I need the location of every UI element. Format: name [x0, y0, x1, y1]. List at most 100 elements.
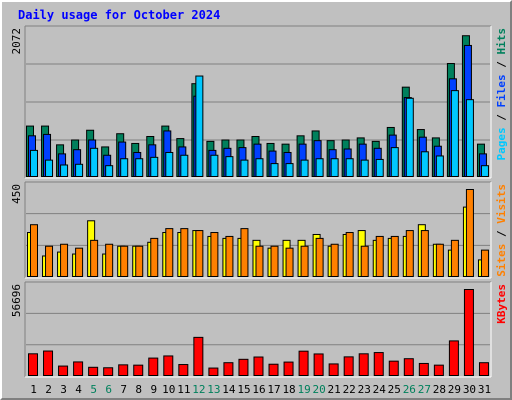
bar-pages-day-23: [360, 159, 369, 178]
legend-1-segment-5: Hits: [495, 28, 508, 55]
x-tick-label-day-11: 11: [177, 383, 190, 396]
bar-sites-day-15: [240, 228, 249, 278]
x-tick-label-day-14: 14: [222, 383, 236, 396]
legend-2-segment-1: Sites: [495, 244, 508, 277]
bar-pages-day-11: [180, 154, 189, 178]
x-tick-label-day-19: 19: [297, 383, 310, 396]
bar-sites-day-19: [300, 245, 309, 277]
y-max-label-1: 2072: [10, 28, 23, 55]
bar-sites-day-20: [315, 237, 324, 277]
bar-pages-day-12: [195, 75, 204, 177]
bar-kbytes-day-28: [433, 364, 444, 377]
x-tick-label-day-26: 26: [403, 383, 416, 396]
bars-2: [27, 189, 489, 278]
bar-kbytes-day-17: [268, 363, 279, 376]
bar-pages-day-31: [480, 165, 489, 178]
panel-3: 56696 KBytes: [10, 281, 508, 378]
x-tick-label-day-20: 20: [313, 383, 326, 396]
bar-pages-day-27: [420, 151, 429, 178]
x-tick-label-day-8: 8: [135, 383, 142, 396]
x-tick-label-day-25: 25: [388, 383, 401, 396]
y-max-label-3: 56696: [10, 284, 23, 317]
bar-pages-day-19: [300, 159, 309, 178]
bar-pages-day-22: [345, 158, 354, 177]
x-tick-label-day-17: 17: [267, 383, 280, 396]
x-tick-label-day-2: 2: [45, 383, 52, 396]
bar-kbytes-day-16: [253, 356, 264, 376]
x-tick-label-day-7: 7: [120, 383, 127, 396]
bar-kbytes-day-12: [193, 336, 204, 377]
bar-kbytes-day-13: [208, 367, 219, 376]
x-tick-label-day-28: 28: [433, 383, 446, 396]
bar-sites-day-5: [90, 239, 99, 278]
bar-pages-day-26: [405, 97, 414, 177]
legend-2-segment-2: /: [495, 224, 508, 244]
x-tick-label-day-16: 16: [252, 383, 265, 396]
bar-sites-day-29: [450, 239, 459, 278]
bar-sites-day-4: [75, 247, 84, 278]
bar-kbytes-day-8: [133, 364, 144, 377]
x-tick-label-day-23: 23: [358, 383, 371, 396]
bar-pages-day-17: [270, 163, 279, 178]
legend-1-segment-3: Files: [495, 74, 508, 107]
x-tick-label-day-1: 1: [30, 383, 37, 396]
bar-kbytes-day-14: [223, 362, 234, 377]
bar-sites-day-18: [285, 247, 294, 278]
x-tick-label-day-6: 6: [105, 383, 112, 396]
bar-kbytes-day-25: [388, 360, 399, 376]
legend-2: Sites / Visits: [495, 184, 508, 277]
bar-sites-day-8: [135, 245, 144, 277]
bar-sites-day-17: [270, 245, 279, 277]
bar-pages-day-6: [105, 165, 114, 178]
bar-pages-day-18: [285, 163, 294, 178]
bar-sites-day-16: [255, 245, 264, 277]
bar-pages-day-9: [150, 156, 159, 178]
bar-pages-day-21: [330, 158, 339, 177]
bar-sites-day-25: [390, 235, 399, 277]
bar-kbytes-day-21: [328, 363, 339, 377]
bar-pages-day-7: [120, 158, 129, 177]
x-tick-label-day-22: 22: [343, 383, 356, 396]
bar-kbytes-day-27: [418, 362, 429, 377]
bar-sites-day-10: [165, 228, 174, 278]
bar-pages-day-3: [60, 164, 69, 177]
bar-sites-day-2: [45, 245, 54, 277]
bar-kbytes-day-15: [238, 358, 249, 376]
bar-kbytes-day-11: [178, 364, 189, 377]
bar-sites-day-3: [60, 243, 69, 277]
x-tick-label-day-3: 3: [60, 383, 67, 396]
bar-pages-day-30: [465, 99, 474, 177]
bar-sites-day-13: [210, 232, 219, 277]
bar-pages-day-29: [450, 90, 459, 177]
x-tick-label-day-5: 5: [90, 383, 97, 396]
x-tick-label-day-27: 27: [418, 383, 431, 396]
x-tick-label-day-29: 29: [448, 383, 461, 396]
bar-kbytes-day-18: [283, 361, 294, 377]
bar-sites-day-30: [465, 189, 474, 277]
bar-sites-day-31: [480, 249, 489, 277]
bar-sites-day-7: [120, 245, 129, 277]
legend-1: Pages / Files / Hits: [495, 28, 508, 161]
bar-pages-day-13: [210, 154, 219, 178]
bars-3: [28, 289, 489, 377]
bar-pages-day-4: [75, 163, 84, 177]
bar-pages-day-28: [435, 155, 444, 177]
panel-2: 450 Sites / Visits: [10, 181, 508, 279]
legend-2-segment-3: Visits: [495, 184, 508, 224]
x-tick-label-day-4: 4: [75, 383, 82, 396]
legend-1-segment-1: Pages: [495, 127, 508, 160]
y-max-label-2: 450: [10, 184, 23, 204]
bar-sites-day-6: [105, 243, 114, 277]
bar-pages-day-8: [135, 158, 144, 177]
panel-1: 2072 Pages / Files / Hits: [10, 25, 508, 179]
bar-sites-day-28: [435, 243, 444, 277]
bar-sites-day-23: [360, 245, 369, 277]
x-tick-label-day-18: 18: [282, 383, 295, 396]
bar-sites-day-9: [150, 237, 159, 277]
bar-pages-day-20: [315, 158, 324, 177]
bar-kbytes-day-1: [28, 353, 38, 376]
legend-3-segment-1: KBytes: [495, 284, 508, 324]
bar-kbytes-day-26: [403, 358, 414, 376]
